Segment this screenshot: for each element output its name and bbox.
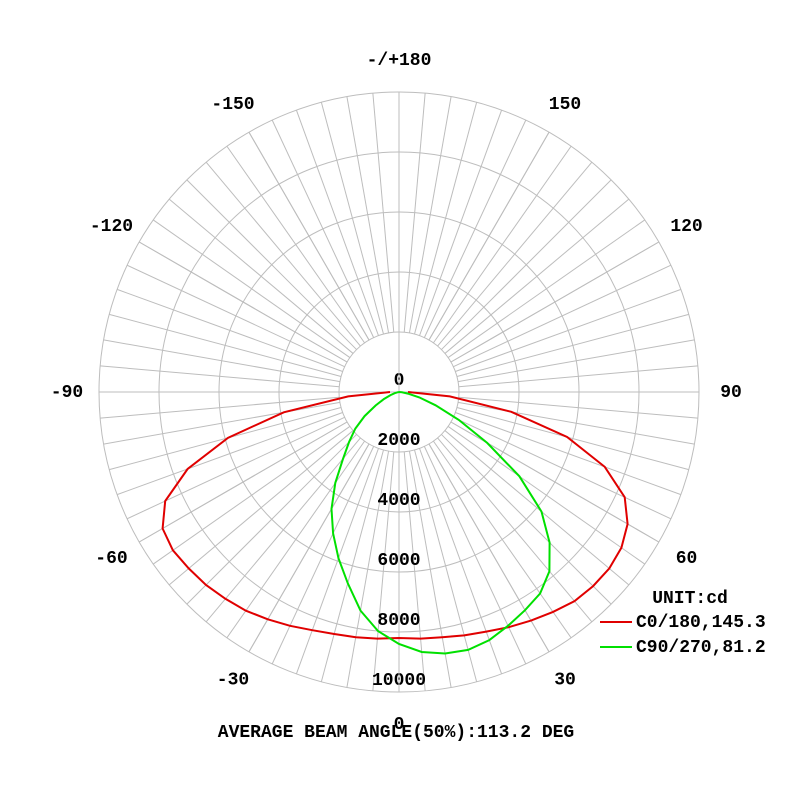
angle-grid-line [428,131,550,341]
angle-tick-label: -60 [95,549,127,569]
angle-grid-line [248,443,370,653]
legend-label: C90/270,81.2 [636,638,766,658]
angle-tick-label: -120 [90,217,133,237]
angle-grid-line [248,131,370,341]
angle-tick-label: -150 [211,95,254,115]
angle-tick-label: 0 [394,715,405,735]
series-line [161,391,629,640]
series-line [330,391,551,655]
angle-grid-line [138,241,348,363]
angle-tick-label: 150 [549,95,581,115]
angle-tick-label: -/+180 [367,51,432,71]
angle-tick-label: 120 [670,217,702,237]
legend-title: UNIT:cd [652,589,728,609]
angle-tick-label: -90 [51,383,83,403]
angle-grid-line [428,443,550,653]
angle-tick-label: -30 [217,670,249,690]
angle-grid-line [450,241,660,363]
angle-tick-label: 90 [720,383,742,403]
angle-tick-label: 60 [676,549,698,569]
footer: AVERAGE BEAM ANGLE(50%):113.2 DEG [218,723,574,743]
angle-grid-line [138,421,348,543]
legend-label: C0/180,145.3 [636,613,766,633]
angle-tick-label: 30 [554,670,576,690]
